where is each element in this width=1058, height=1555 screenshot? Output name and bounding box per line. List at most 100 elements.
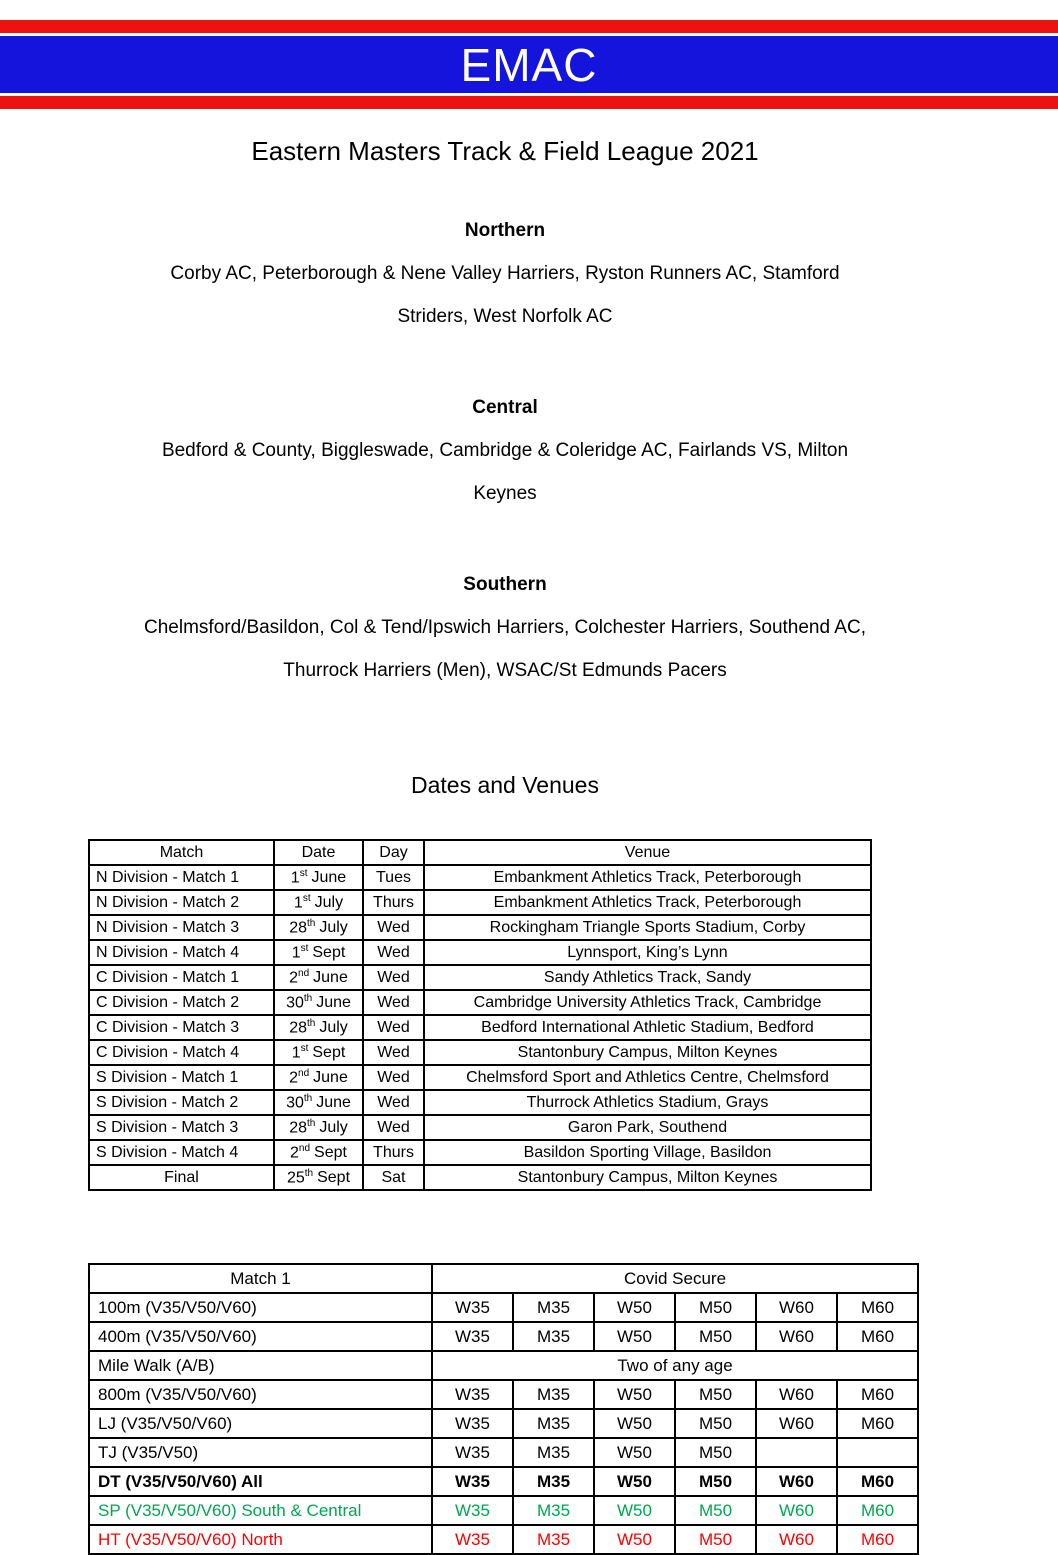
dates-table-header-row: Match Date Day Venue bbox=[88, 839, 872, 866]
division-section-northern: Northern Corby AC, Peterborough & Nene V… bbox=[0, 209, 1010, 338]
date-number: 1 bbox=[291, 944, 301, 962]
age-group-cell: M50 bbox=[674, 1524, 757, 1555]
age-group-cell: W35 bbox=[431, 1379, 514, 1410]
date-month: Sept bbox=[317, 1169, 351, 1187]
date-month: June bbox=[311, 869, 347, 887]
date-ordinal-suffix: th bbox=[307, 1017, 316, 1029]
date-ordinal-suffix: st bbox=[300, 1042, 309, 1054]
age-group-cell: W35 bbox=[431, 1321, 514, 1352]
venue-cell: Stantonbury Campus, Milton Keynes bbox=[423, 1164, 872, 1191]
date-cell: 2nd June bbox=[273, 964, 364, 991]
age-group-cell: W35 bbox=[431, 1495, 514, 1526]
match-cell: N Division - Match 3 bbox=[88, 914, 275, 941]
day-cell: Thurs bbox=[362, 1139, 425, 1166]
events-header-covid-secure: Covid Secure bbox=[430, 1263, 920, 1294]
division-clubs-line: Striders, West Norfolk AC bbox=[397, 306, 613, 327]
date-month: June bbox=[316, 1094, 351, 1112]
date-number: 30 bbox=[286, 1094, 304, 1112]
table-row: N Division - Match 3 28th July Wed Rockingha… bbox=[88, 914, 872, 941]
division-heading: Southern bbox=[463, 574, 547, 595]
date-cell: 1st July bbox=[273, 889, 364, 916]
age-group-cell: W60 bbox=[755, 1292, 838, 1323]
age-group-cell: M60 bbox=[835, 1495, 920, 1526]
date-number: 2 bbox=[290, 1144, 299, 1162]
banner-blue-band: EMAC bbox=[0, 36, 1058, 93]
merged-note-cell: Two of any age bbox=[430, 1350, 920, 1381]
age-group-cell: M60 bbox=[835, 1379, 920, 1410]
table-row: DT (V35/V50/V60) All W35 M35 W50 M50 W60 M60 bbox=[88, 1466, 920, 1497]
date-cell: 1st Sept bbox=[273, 939, 364, 966]
date-ordinal-suffix: th bbox=[307, 917, 316, 929]
day-cell: Wed bbox=[362, 1039, 425, 1066]
match-cell: S Division - Match 1 bbox=[88, 1064, 275, 1091]
age-group-cell: M60 bbox=[835, 1321, 920, 1352]
day-cell: Wed bbox=[362, 1064, 425, 1091]
age-group-cell: M60 bbox=[835, 1408, 920, 1439]
age-group-cell: W35 bbox=[431, 1408, 514, 1439]
date-number: 1 bbox=[293, 894, 303, 912]
date-ordinal-suffix: nd bbox=[298, 1067, 310, 1079]
date-month: June bbox=[313, 1069, 348, 1087]
date-month: July bbox=[319, 1019, 348, 1037]
age-group-cell: W50 bbox=[593, 1292, 676, 1323]
table-row: C Division - Match 2 30th June Wed Cambridge… bbox=[88, 989, 872, 1016]
table-row: Final 25th Sept Sat Stantonbury Campus, Milt… bbox=[88, 1164, 872, 1191]
date-cell: 30th June bbox=[273, 1089, 364, 1116]
date-number: 25 bbox=[286, 1169, 305, 1187]
date-cell: 25th Sept bbox=[273, 1164, 364, 1191]
day-cell: Tues bbox=[362, 864, 425, 891]
date-number: 1 bbox=[291, 1044, 301, 1062]
day-cell: Wed bbox=[362, 939, 425, 966]
event-cell: Mile Walk (A/B) bbox=[88, 1350, 433, 1381]
event-cell: SP (V35/V50/V60) South & Central bbox=[88, 1495, 433, 1526]
venue-cell: Embankment Athletics Track, Peterborough bbox=[423, 889, 872, 916]
age-group-cell: W50 bbox=[593, 1466, 676, 1497]
age-group-cell: W60 bbox=[755, 1379, 838, 1410]
table-row: 800m (V35/V50/V60) W35 M35 W50 M50 W60 M60 bbox=[88, 1379, 920, 1410]
event-cell: LJ (V35/V50/V60) bbox=[88, 1408, 433, 1439]
document-page: { "banner": { "title": "EMAC", "colors":… bbox=[0, 20, 1058, 1555]
date-cell: 2nd Sept bbox=[273, 1139, 364, 1166]
date-ordinal-suffix: st bbox=[302, 892, 311, 904]
division-section-central: Central Bedford & County, Biggleswade, C… bbox=[0, 386, 1010, 515]
division-clubs-line: Thurrock Harriers (Men), WSAC/St Edmunds… bbox=[283, 660, 727, 681]
dates-and-venues-heading: Dates and Venues bbox=[411, 772, 599, 798]
column-header-day: Day bbox=[362, 839, 425, 866]
events-table: Match 1 Covid Secure 100m (V35/V50/V60) W… bbox=[88, 1263, 920, 1555]
venue-cell: Garon Park, Southend bbox=[423, 1114, 872, 1141]
age-group-cell: M50 bbox=[674, 1408, 757, 1439]
banner: EMAC bbox=[0, 20, 1058, 109]
events-table-header-row: Match 1 Covid Secure bbox=[88, 1263, 920, 1294]
division-clubs-line: Bedford & County, Biggleswade, Cambridge… bbox=[161, 440, 849, 461]
table-row: S Division - Match 1 2nd June Wed Chelmsford… bbox=[88, 1064, 872, 1091]
venue-cell: Lynnsport, King’s Lynn bbox=[423, 939, 872, 966]
table-row: TJ (V35/V50) W35 M35 W50 M50 bbox=[88, 1437, 920, 1468]
age-group-cell: M35 bbox=[512, 1292, 595, 1323]
table-row: LJ (V35/V50/V60) W35 M35 W50 M50 W60 M60 bbox=[88, 1408, 920, 1439]
table-row: S Division - Match 2 30th June Wed Thurrock … bbox=[88, 1089, 872, 1116]
age-group-cell: M50 bbox=[674, 1495, 757, 1526]
age-group-cell: M60 bbox=[835, 1292, 920, 1323]
event-cell: TJ (V35/V50) bbox=[88, 1437, 433, 1468]
age-group-cell: W35 bbox=[431, 1437, 514, 1468]
age-group-cell: M50 bbox=[674, 1437, 757, 1468]
banner-red-stripe-top bbox=[0, 20, 1058, 33]
date-month: Sept bbox=[312, 1044, 346, 1062]
age-group-cell: W50 bbox=[593, 1321, 676, 1352]
age-group-cell: M35 bbox=[512, 1466, 595, 1497]
age-group-cell: W35 bbox=[431, 1524, 514, 1555]
table-row: N Division - Match 1 1st June Tues Embankmen… bbox=[88, 864, 872, 891]
age-group-cell: W60 bbox=[755, 1524, 838, 1555]
date-month: July bbox=[319, 1119, 348, 1137]
match-cell: Final bbox=[88, 1164, 275, 1191]
age-group-cell: W50 bbox=[593, 1408, 676, 1439]
division-section-southern: Southern Chelmsford/Basildon, Col & Tend… bbox=[0, 563, 1010, 692]
dates-and-venues-table: Match Date Day Venue N Division - Match … bbox=[88, 839, 872, 1191]
event-cell: 800m (V35/V50/V60) bbox=[88, 1379, 433, 1410]
division-clubs-line: Keynes bbox=[473, 483, 537, 504]
date-ordinal-suffix: st bbox=[299, 867, 308, 879]
column-header-date: Date bbox=[273, 839, 364, 866]
age-group-cell: M35 bbox=[512, 1408, 595, 1439]
division-clubs-line: Corby AC, Peterborough & Nene Valley Har… bbox=[170, 263, 840, 284]
age-group-cell: W60 bbox=[755, 1408, 838, 1439]
